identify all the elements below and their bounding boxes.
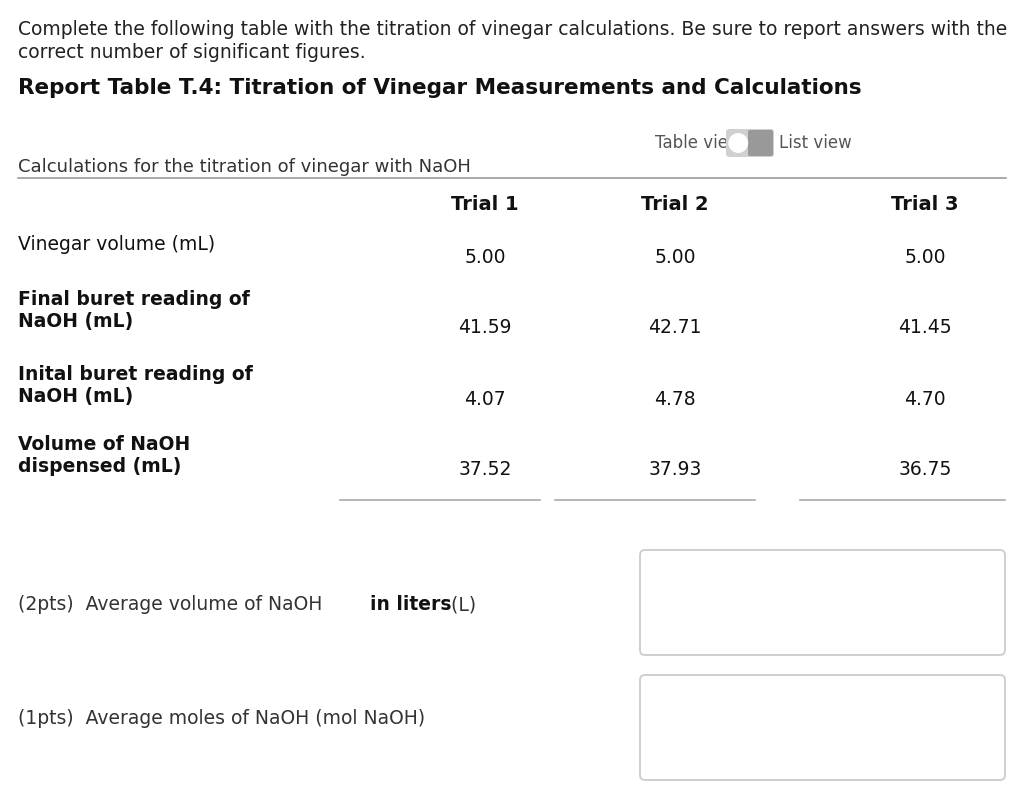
Text: 42.71: 42.71 (648, 318, 701, 337)
Circle shape (729, 134, 748, 152)
FancyBboxPatch shape (640, 675, 1005, 780)
Text: 5.00: 5.00 (464, 248, 506, 267)
Text: Vinegar volume (mL): Vinegar volume (mL) (18, 235, 215, 254)
Text: dispensed (mL): dispensed (mL) (18, 457, 181, 476)
Text: Inital buret reading of: Inital buret reading of (18, 365, 253, 384)
Text: (2pts)  Average volume of NaOH: (2pts) Average volume of NaOH (18, 595, 329, 614)
Text: Final buret reading of: Final buret reading of (18, 290, 250, 309)
Text: 4.07: 4.07 (464, 390, 506, 409)
Text: correct number of significant figures.: correct number of significant figures. (18, 43, 366, 62)
FancyBboxPatch shape (748, 130, 773, 156)
Text: NaOH (mL): NaOH (mL) (18, 312, 133, 331)
Text: 41.45: 41.45 (898, 318, 952, 337)
Text: Trial 3: Trial 3 (891, 195, 958, 214)
Text: Table view: Table view (655, 134, 742, 152)
Text: Trial 2: Trial 2 (641, 195, 709, 214)
FancyBboxPatch shape (640, 550, 1005, 655)
Text: Report Table T.4: Titration of Vinegar Measurements and Calculations: Report Table T.4: Titration of Vinegar M… (18, 78, 861, 98)
Text: 4.70: 4.70 (904, 390, 946, 409)
Text: NaOH (mL): NaOH (mL) (18, 387, 133, 406)
Text: in liters: in liters (370, 595, 452, 614)
Text: List view: List view (779, 134, 852, 152)
Text: 4.78: 4.78 (654, 390, 696, 409)
Text: Calculations for the titration of vinegar with NaOH: Calculations for the titration of vinega… (18, 158, 471, 176)
FancyBboxPatch shape (726, 129, 774, 157)
Text: (L): (L) (445, 595, 476, 614)
Text: 5.00: 5.00 (654, 248, 695, 267)
Text: Complete the following table with the titration of vinegar calculations. Be sure: Complete the following table with the ti… (18, 20, 1008, 39)
Text: 36.75: 36.75 (898, 460, 951, 479)
Text: Trial 1: Trial 1 (452, 195, 519, 214)
Text: 37.52: 37.52 (459, 460, 512, 479)
Text: 37.93: 37.93 (648, 460, 701, 479)
Text: (1pts)  Average moles of NaOH (mol NaOH): (1pts) Average moles of NaOH (mol NaOH) (18, 709, 425, 728)
Text: Volume of NaOH: Volume of NaOH (18, 435, 190, 454)
Text: 41.59: 41.59 (459, 318, 512, 337)
Text: 5.00: 5.00 (904, 248, 946, 267)
